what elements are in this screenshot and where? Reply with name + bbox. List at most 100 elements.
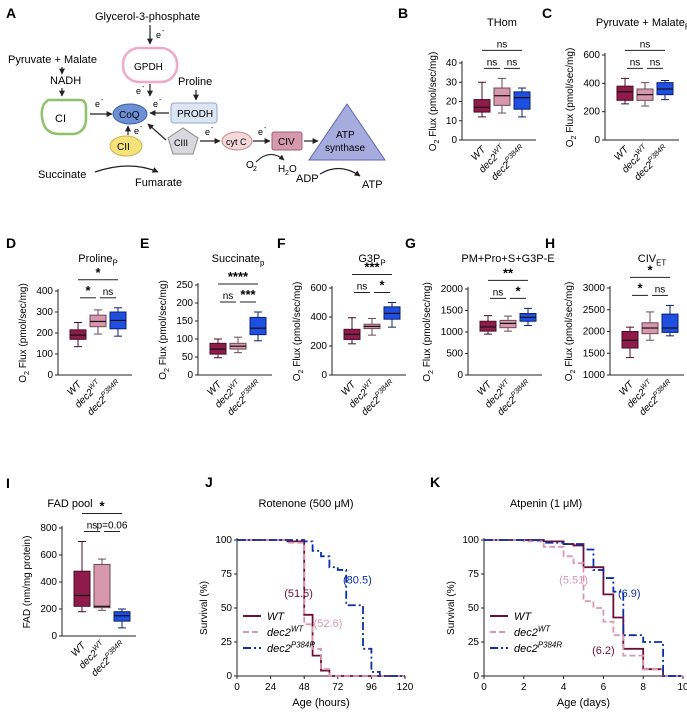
e-sup-cii: - (140, 124, 143, 131)
y-tick-label-f: 0 (321, 370, 327, 381)
box-i-0 (73, 570, 91, 607)
box-b-2 (513, 91, 531, 110)
sig-label-wide-h: * (647, 262, 653, 277)
ciii-label: CIII (174, 138, 188, 148)
box-i-1 (93, 563, 111, 609)
panel-label-d: D (6, 235, 16, 251)
y-tick-label-d: 300 (36, 307, 53, 318)
y-tick-label-e: 250 (176, 280, 193, 291)
chart-title-e: Succinatep (212, 253, 265, 267)
y-tick-label-e: 0 (187, 370, 193, 381)
sig-label-i: ns (87, 521, 98, 532)
survival-curve-k-2 (484, 539, 683, 677)
x-label-c-2-sup: P384R (646, 142, 668, 164)
chart-title-h: CIVET (638, 253, 667, 267)
y-label-c-base: O (565, 139, 576, 147)
y-label-g-sub: 2 (426, 370, 435, 374)
atp-label: ATP (362, 179, 383, 191)
y-tick-label-h: 2000 (583, 327, 606, 338)
pyruvate-label: Pyruvate + Malate (8, 54, 97, 66)
sig-label-f: * (379, 278, 385, 293)
y-label-rest-g: Flux (pmol/sec/mg) (422, 282, 433, 370)
legend-label-j-1: dec2WT (267, 624, 304, 639)
cytc-shape (221, 131, 253, 151)
box-b-0 (473, 99, 491, 113)
x-label-d-2-sup: P384R (99, 377, 121, 399)
ci-label: CI (55, 113, 66, 125)
panel-label-i: I (6, 475, 10, 491)
y-tick-label-j: 0 (226, 671, 232, 682)
o2-sub: 2 (253, 166, 257, 173)
atp-synthase-label-1: ATP (336, 130, 355, 141)
x-label-k: Age (days) (557, 697, 610, 709)
h2o-label: H (278, 164, 285, 175)
sig-label-b: ns (487, 57, 498, 68)
sig-label-wide-f: *** (364, 260, 380, 275)
panel-label-f: F (277, 235, 286, 251)
x-tick-label-j: 0 (234, 682, 240, 693)
y-label-f-sub: 2 (296, 370, 305, 374)
chart-title-h-sub: ET (656, 258, 666, 267)
y-tick-label-c: 600 (583, 50, 600, 61)
survival-curve-j-0 (237, 539, 405, 677)
y-tick-label-g: 0 (457, 370, 463, 381)
chart-title-h-base: CIV (638, 253, 657, 265)
chart-title-e-sub: p (260, 258, 265, 267)
atp-synthase-label-2: synthase (325, 143, 365, 154)
chart-title-d-base: Proline (78, 253, 112, 265)
panel-label-a: A (6, 5, 16, 21)
chart-title-d-sub: P (112, 258, 117, 267)
y-tick-label-b: 0 (451, 135, 457, 146)
box-g-0 (479, 320, 497, 332)
y-label-rest-e: Flux (pmol/sec/mg) (158, 280, 169, 368)
gpdh-shape (121, 46, 179, 84)
y-label-g-base: O (422, 374, 433, 382)
sig-label-wide-e: **** (228, 269, 249, 284)
y-label-rest-d: Flux (pmol/sec/mg) (18, 283, 29, 371)
x-label-b-2-sup: P384R (503, 142, 525, 164)
y-tick-label-j: 75 (221, 569, 233, 580)
y-label-b-base: O (428, 143, 439, 151)
nadh-label: NADH (50, 75, 81, 87)
y-label-e: O2 Flux (pmol/sec/mg) (158, 280, 171, 380)
panel-label-j: J (205, 474, 213, 490)
legend-label-j-0: WT (267, 611, 285, 623)
e-sup-ci: - (101, 97, 104, 104)
e-label-ciii: e (205, 127, 210, 137)
y-tick-label-h: 3000 (583, 283, 606, 294)
sig-label-g: ns (493, 287, 504, 298)
legend-label-k-0: WT (514, 611, 532, 623)
y-tick-label-i: 200 (40, 604, 57, 615)
x-tick-label-k: 2 (521, 682, 527, 693)
legend-label-j-1-base: dec2 (267, 627, 291, 639)
chart-title-f-sub: P (380, 258, 385, 267)
y-label-rest-c: Flux (pmol/sec/mg) (565, 48, 576, 136)
y-tick-label-b: 40 (446, 58, 458, 69)
y-label-i: FAD (nm/mg protein) (22, 536, 33, 629)
y-tick-label-d: 200 (36, 328, 53, 339)
panel-label-b: B (398, 5, 408, 21)
x-tick-label-k: 8 (640, 682, 646, 693)
chart-title-e-base: Succinate (212, 253, 260, 265)
y-label-k: Survival (%) (446, 581, 457, 635)
y-tick-label-k: 50 (468, 603, 480, 614)
box-e-2 (249, 316, 267, 336)
legend-label-k-2: dec2P384R (514, 640, 562, 655)
y-label-h-sub: 2 (568, 370, 577, 374)
chart-title-i: FAD pool (47, 498, 92, 510)
survival-curve-j-1 (237, 539, 405, 677)
pathway-schematic: A Glycerol-3-phosphate e - Pyruvate + Ma… (6, 5, 386, 191)
median-annotation-k-2: (6.2) (592, 645, 615, 657)
x-tick-label-j: 96 (366, 682, 378, 693)
panel-label-k: K (430, 474, 440, 490)
legend-label-k-2-base: dec2 (514, 643, 538, 655)
y-tick-label-c: 400 (583, 78, 600, 89)
median-annotation-k-1: (6.9) (618, 588, 641, 600)
prodh-shape (170, 102, 218, 124)
y-tick-label-h: 1000 (583, 370, 606, 381)
y-tick-label-e: 200 (176, 298, 193, 309)
sig-label-e: ns (223, 291, 234, 302)
chart-title-j: Rotenone (500 μM) (259, 498, 354, 510)
y-tick-label-j: 25 (221, 637, 233, 648)
chart-title-c-base: Pyruvate + Malate (596, 17, 685, 29)
